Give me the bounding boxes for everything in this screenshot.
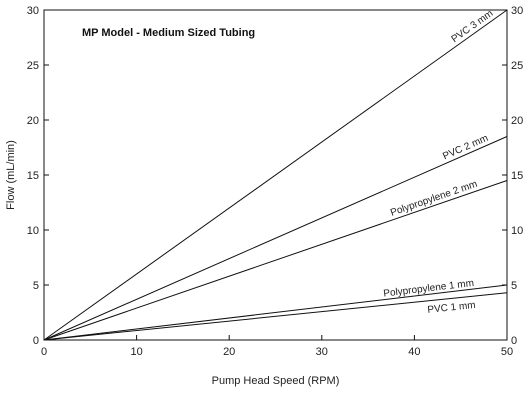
series-label: Polypropylene 2 mm xyxy=(389,179,479,219)
x-tick-label: 0 xyxy=(41,346,47,358)
y-tick-label-left: 0 xyxy=(33,335,39,347)
x-tick-label: 40 xyxy=(408,346,420,358)
x-axis-label: Pump Head Speed (RPM) xyxy=(212,375,340,387)
series-line xyxy=(43,180,508,341)
series-line xyxy=(43,284,508,341)
x-tick-label: 10 xyxy=(130,346,142,358)
series-label: PVC 3 mm xyxy=(450,8,496,45)
y-tick-label-left: 15 xyxy=(27,170,39,182)
series-line xyxy=(43,9,508,341)
series-lines xyxy=(43,9,508,341)
x-tick-label: 30 xyxy=(316,346,328,358)
series-label: PVC 1 mm xyxy=(427,300,476,316)
y-tick-label-left: 20 xyxy=(27,115,39,127)
y-tick-label-right: 0 xyxy=(511,335,517,347)
y-tick-label-right: 10 xyxy=(511,225,523,237)
y-tick-label-right: 20 xyxy=(511,115,523,127)
y-tick-label-left: 25 xyxy=(27,60,39,72)
x-tick-label: 20 xyxy=(223,346,235,358)
chart-title: MP Model - Medium Sized Tubing xyxy=(82,27,255,39)
series-line xyxy=(43,136,508,341)
y-tick-label-right: 30 xyxy=(511,5,523,17)
y-axis-label: Flow (mL/min) xyxy=(5,140,17,210)
series-line xyxy=(43,292,508,341)
x-tick-label: 50 xyxy=(501,346,513,358)
y-tick-label-right: 25 xyxy=(511,60,523,72)
series-label: Polypropylene 1 mm xyxy=(383,278,475,300)
y-tick-label-left: 10 xyxy=(27,225,39,237)
y-tick-label-left: 5 xyxy=(33,280,39,292)
plot-frame xyxy=(43,9,508,341)
y-tick-label-left: 30 xyxy=(27,5,39,17)
y-tick-label-right: 5 xyxy=(511,280,517,292)
chart-text: MP Model - Medium Sized Tubing Pump Head… xyxy=(5,5,523,387)
y-tick-label-right: 15 xyxy=(511,170,523,182)
